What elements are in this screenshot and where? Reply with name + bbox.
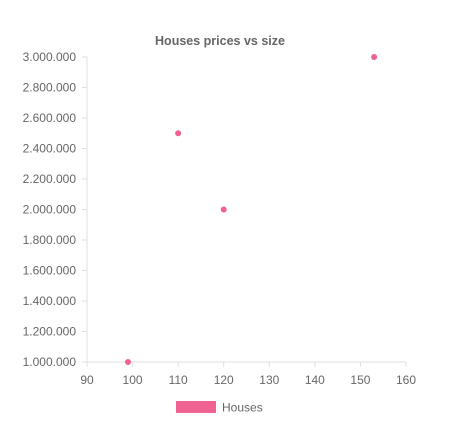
chart-title: Houses prices vs size <box>155 34 285 48</box>
x-tick-label: 90 <box>80 373 94 387</box>
y-tick-label: 1.000.000 <box>23 355 77 369</box>
x-tick-label: 150 <box>350 373 370 387</box>
data-point[interactable] <box>125 359 132 365</box>
y-tick-label: 1.200.000 <box>23 325 77 339</box>
x-axis-ticks: 90 100 110 120 130 140 150 160 <box>80 362 416 387</box>
x-tick-label: 140 <box>305 373 325 387</box>
x-tick-label: 100 <box>123 373 143 387</box>
axes <box>86 57 406 363</box>
data-point[interactable] <box>371 54 378 60</box>
y-axis-ticks: 1.000.000 1.200.000 1.400.000 1.600.000 1.80… <box>23 50 87 369</box>
y-tick-label: 2.200.000 <box>23 172 77 186</box>
data-point[interactable] <box>175 130 182 137</box>
x-tick-label: 130 <box>259 373 279 387</box>
y-tick-label: 1.400.000 <box>23 294 77 308</box>
y-tick-label: 2.800.000 <box>23 81 77 95</box>
x-tick-label: 110 <box>169 373 188 387</box>
x-tick-label: 160 <box>396 373 416 387</box>
y-tick-label: 1.600.000 <box>23 264 77 278</box>
y-tick-label: 2.000.000 <box>23 203 77 217</box>
y-tick-label: 2.600.000 <box>23 111 77 125</box>
x-tick-label: 120 <box>214 373 234 387</box>
legend-label[interactable]: Houses <box>222 401 263 415</box>
data-point[interactable] <box>220 206 227 213</box>
data-points <box>125 54 378 365</box>
y-tick-label: 1.800.000 <box>23 233 77 247</box>
legend-swatch[interactable] <box>176 401 216 413</box>
legend[interactable]: Houses <box>176 401 263 415</box>
y-tick-label: 2.400.000 <box>23 142 77 156</box>
y-tick-label: 3.000.000 <box>23 50 77 64</box>
